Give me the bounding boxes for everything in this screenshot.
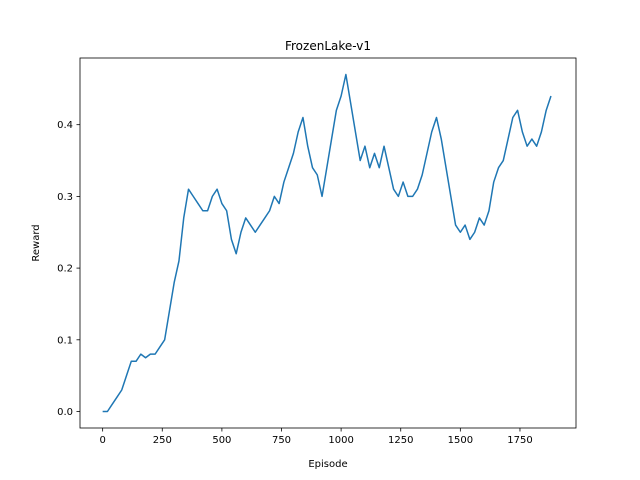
y-tick-label: 0.0	[57, 407, 73, 418]
y-axis-title: Reward	[31, 224, 42, 261]
x-tick-label: 250	[153, 435, 172, 446]
x-tick-label: 500	[212, 435, 231, 446]
plot-area	[102, 73, 552, 413]
x-tick-label: 750	[272, 435, 291, 446]
x-tick-label: 1500	[448, 435, 473, 446]
y-tick-label: 0.3	[57, 192, 73, 203]
axes-frame	[79, 57, 577, 429]
x-tick-label: 1250	[388, 435, 413, 446]
chart-title: FrozenLake-v1	[285, 39, 371, 53]
series-line-0	[102, 73, 552, 413]
y-tick-label: 0.2	[57, 264, 73, 275]
y-tick-label: 0.4	[57, 120, 73, 131]
y-axis: 0.0 0.1 0.2 0.3 0.4	[57, 120, 80, 418]
x-tick-label: 1000	[328, 435, 353, 446]
x-tick-label: 0	[99, 435, 105, 446]
x-tick-label: 1750	[507, 435, 532, 446]
y-tick-label: 0.1	[57, 335, 73, 346]
x-axis-title: Episode	[308, 459, 347, 470]
x-axis: 0 250 500 750 1000 1250 1500 1750	[99, 428, 533, 446]
